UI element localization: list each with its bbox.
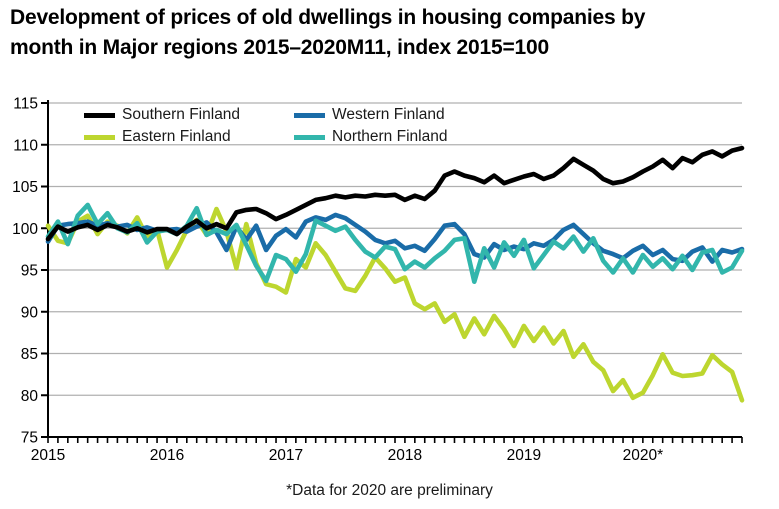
y-tick-label: 95 [21,263,38,280]
y-tick-label: 115 [13,96,38,113]
y-tick-label: 85 [21,346,38,363]
y-tick-label: 90 [21,304,39,321]
x-tick-label: 2020* [623,447,664,464]
legend-item-eastern-finland: Eastern Finland [84,126,294,148]
y-tick-label: 75 [21,430,38,447]
y-tick-label: 110 [13,137,38,154]
series-line-eastern-finland [45,206,745,403]
chart-footnote: *Data for 2020 are preliminary [286,482,493,499]
legend-label: Northern Finland [332,128,448,145]
chart-title-line-2: month in Major regions 2015–2020M11, ind… [10,36,549,59]
legend-item-western-finland: Western Finland [294,104,447,126]
x-tick-label: 2015 [31,447,65,464]
chart-legend: Southern Finland Eastern Finland Western F… [84,104,447,148]
x-tick-label: 2016 [150,447,184,464]
legend-swatch-icon [84,112,115,118]
legend-swatch-icon [294,134,325,140]
y-tick-label: 80 [21,388,39,405]
y-tick-label: 100 [12,221,38,238]
x-tick-label: 2018 [388,447,422,464]
legend-label: Eastern Finland [122,128,231,145]
legend-label: Southern Finland [122,106,241,123]
legend-swatch-icon [84,134,115,140]
chart-title-line-1: Development of prices of old dwellings i… [10,6,646,29]
y-tick-label: 105 [12,179,38,196]
legend-label: Western Finland [332,106,445,123]
legend-item-northern-finland: Northern Finland [294,126,447,148]
legend-item-southern-finland: Southern Finland [84,104,294,126]
x-tick-label: 2017 [269,447,303,464]
legend-swatch-icon [294,112,325,118]
chart-title: Development of prices of old dwellings i… [10,3,775,63]
x-tick-label: 2019 [507,447,541,464]
series-line-southern-finland [45,145,745,242]
